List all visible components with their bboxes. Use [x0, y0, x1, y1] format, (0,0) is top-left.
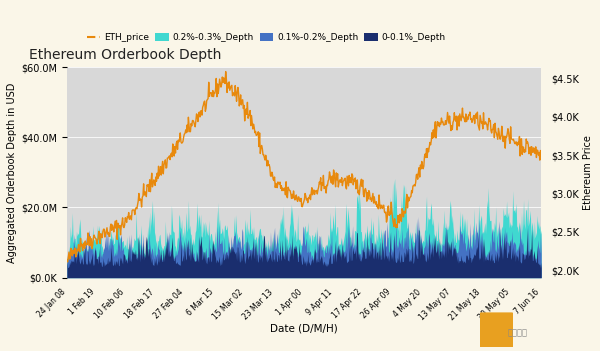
Legend: ETH_price, 0.2%-0.3%_Depth, 0.1%-0.2%_Depth, 0-0.1%_Depth: ETH_price, 0.2%-0.3%_Depth, 0.1%-0.2%_De…: [83, 29, 449, 46]
Text: 金色财经: 金色财经: [508, 328, 528, 337]
FancyBboxPatch shape: [478, 312, 515, 347]
Y-axis label: Ethereum Price: Ethereum Price: [583, 135, 593, 210]
X-axis label: Date (D/M/H): Date (D/M/H): [270, 324, 338, 333]
Text: Ethereum Orderbook Depth: Ethereum Orderbook Depth: [29, 48, 221, 62]
Y-axis label: Aggregated Orderbook Depth in USD: Aggregated Orderbook Depth in USD: [7, 82, 17, 263]
